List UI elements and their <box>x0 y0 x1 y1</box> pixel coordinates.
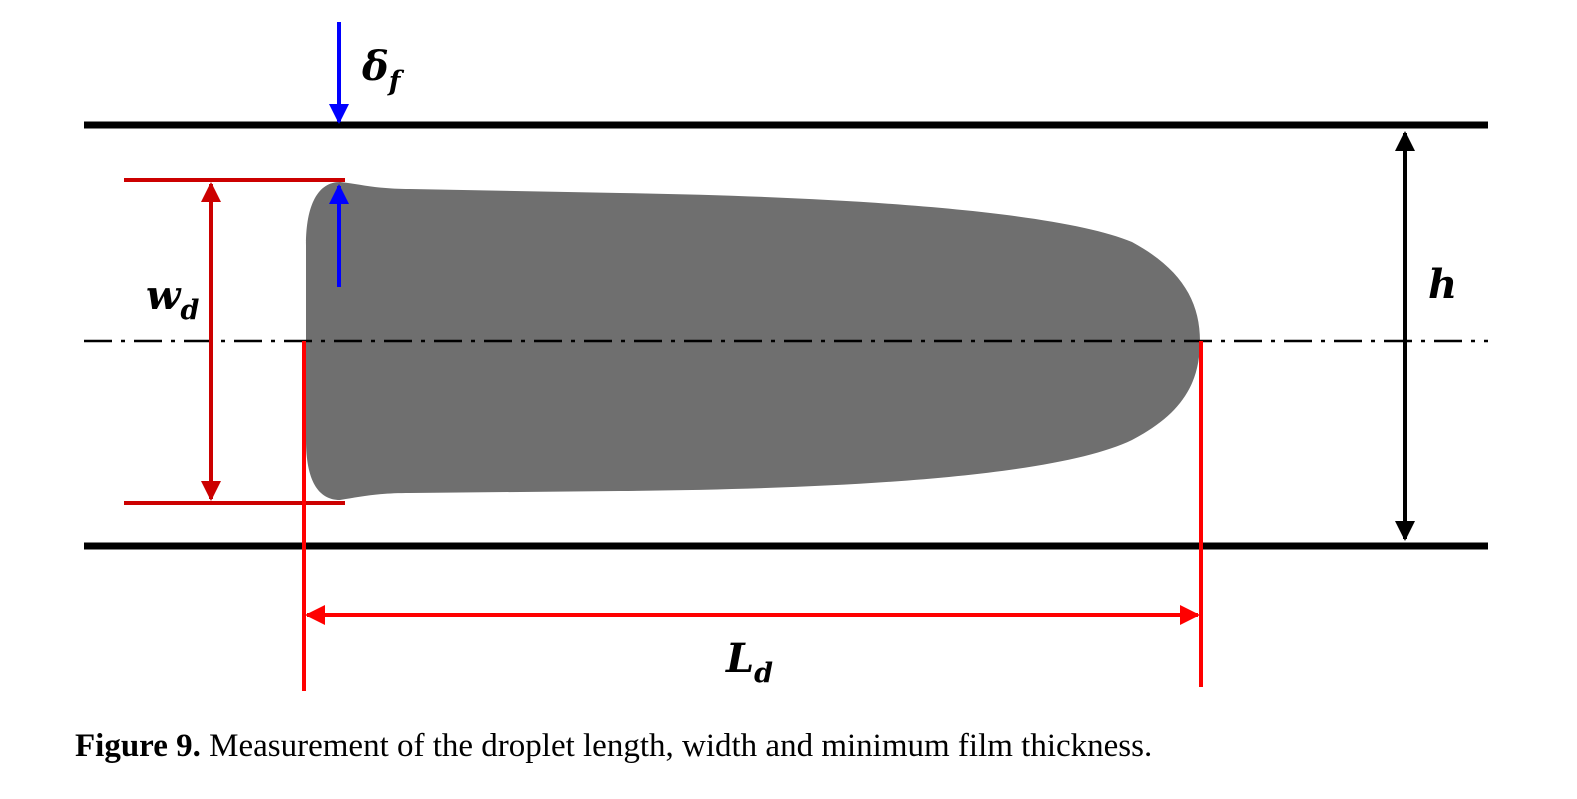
figure-caption: Figure 9. Measurement of the droplet len… <box>75 728 1152 765</box>
channel-height-label: h <box>1428 261 1457 308</box>
droplet-length-label: Ld <box>725 635 773 689</box>
figure-caption-label: Figure 9. <box>75 728 201 764</box>
figure-caption-text: Measurement of the droplet length, width… <box>200 728 1153 764</box>
droplet-width-label: wd <box>146 272 199 326</box>
film-thickness-label: δf <box>361 43 405 97</box>
